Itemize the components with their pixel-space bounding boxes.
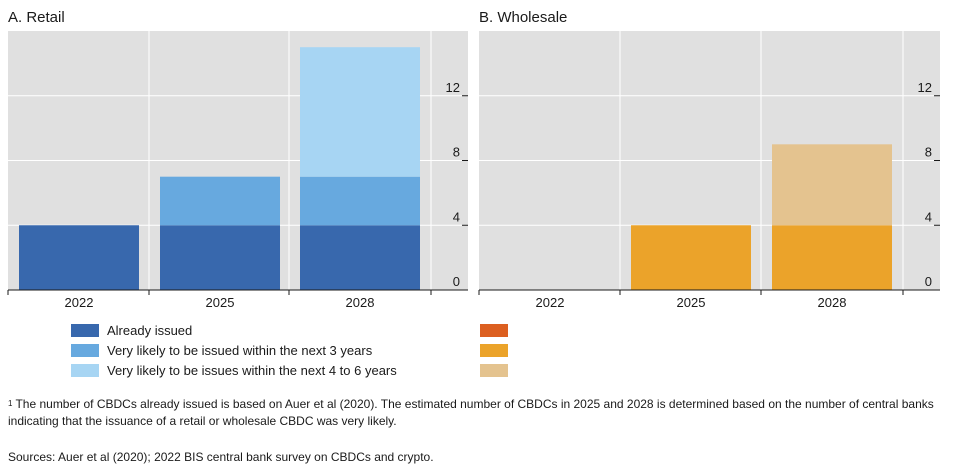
footnote-body: The number of CBDCs already issued is ba… — [8, 397, 934, 428]
panel-title: B. Wholesale — [479, 9, 567, 26]
x-tick-label: 2028 — [818, 295, 847, 310]
legend-label: Very likely to be issued within the next… — [107, 343, 373, 358]
x-tick-label: 2022 — [65, 295, 94, 310]
panel-title: A. Retail — [8, 9, 65, 26]
bar-2025-series-1 — [160, 176, 280, 226]
bar-2025-series-0 — [160, 225, 280, 290]
panel-wholesale: 0 4 8 12 2022 2025 2028 B. Wholesale — [478, 9, 940, 310]
footnote-marker: 1 — [8, 399, 13, 408]
legend-swatch-retail — [71, 324, 99, 337]
legend-swatch-wholesale — [480, 364, 508, 377]
y-tick-label: 12 — [446, 80, 460, 95]
x-tick-label: 2022 — [536, 295, 565, 310]
legend-label: Already issued — [107, 323, 192, 338]
legend-swatch-retail — [71, 364, 99, 377]
panel-retail: 0 4 8 12 2022 2025 2028 A. Retail — [7, 9, 468, 310]
y-tick-label: 0 — [453, 274, 460, 289]
legend-swatch-retail — [71, 344, 99, 357]
footnote-text: 1 The number of CBDCs already issued is b… — [8, 396, 948, 430]
x-tick-label: 2028 — [346, 295, 375, 310]
y-tick-label: 12 — [918, 80, 932, 95]
x-tick-label: 2025 — [206, 295, 235, 310]
sources-text: Sources: Auer et al (2020); 2022 BIS cen… — [8, 450, 434, 464]
y-tick-label: 8 — [925, 145, 932, 160]
bar-2028-series-2 — [772, 144, 892, 226]
legend-label: Very likely to be issues within the next… — [107, 363, 397, 378]
y-tick-label: 8 — [453, 145, 460, 160]
legend-swatch-wholesale — [480, 324, 508, 337]
bar-2028-series-1 — [772, 225, 892, 290]
chart-figure: 0 4 8 12 2022 2025 2028 A. Retail 0 4 8 12 2022 2025… — [7, 9, 940, 378]
legend-swatch-wholesale — [480, 344, 508, 357]
legend: Already issued Very likely to be issued w… — [71, 323, 508, 378]
bar-2028-series-0 — [300, 225, 420, 290]
x-tick-label: 2025 — [677, 295, 706, 310]
y-tick-label: 4 — [453, 209, 460, 224]
bar-2028-series-2 — [300, 47, 420, 177]
bar-2025-series-1 — [631, 225, 751, 290]
bar-2022-series-0 — [19, 225, 139, 290]
bar-2028-series-1 — [300, 176, 420, 226]
y-tick-label: 0 — [925, 274, 932, 289]
y-tick-label: 4 — [925, 209, 932, 224]
